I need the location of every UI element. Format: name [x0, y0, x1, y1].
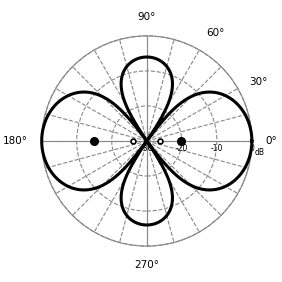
Text: dB: dB [255, 148, 265, 157]
Text: -20: -20 [176, 144, 188, 153]
Text: 90°: 90° [138, 12, 156, 22]
Text: -30: -30 [140, 144, 153, 153]
Text: 30°: 30° [250, 77, 268, 87]
Text: 0°: 0° [266, 136, 277, 146]
Text: 0: 0 [250, 144, 254, 153]
Text: 180°: 180° [3, 136, 28, 146]
Text: -10: -10 [211, 144, 223, 153]
Text: 270°: 270° [134, 260, 159, 270]
Text: 60°: 60° [206, 28, 224, 38]
